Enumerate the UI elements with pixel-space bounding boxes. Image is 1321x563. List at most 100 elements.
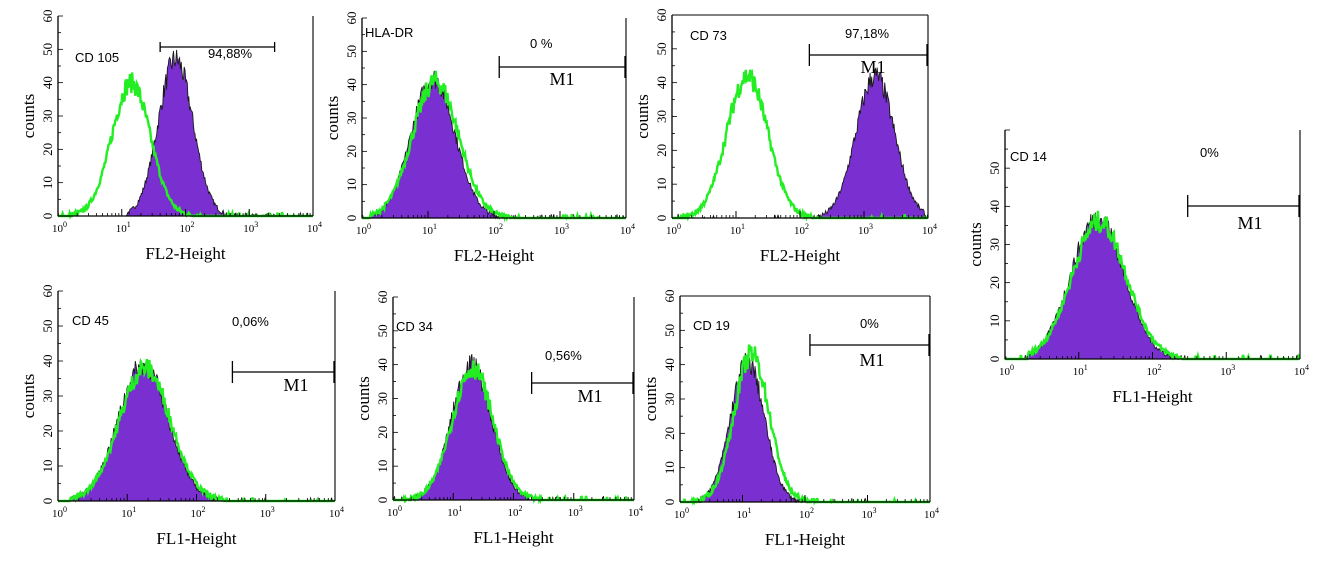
gate-marker bbox=[498, 56, 626, 78]
x-tick-label: 101 bbox=[1073, 363, 1088, 378]
y-tick-label: 40 bbox=[40, 355, 55, 368]
x-tick-label: 104 bbox=[628, 504, 643, 519]
gated-percent: 0 % bbox=[530, 36, 553, 51]
x-axis-label: FL1-Height bbox=[1112, 387, 1193, 406]
y-tick-label: 0 bbox=[344, 215, 359, 222]
x-tick-label: 101 bbox=[422, 222, 437, 237]
x-tick-label: 101 bbox=[737, 506, 752, 521]
x-tick-label: 102 bbox=[1147, 363, 1162, 378]
y-tick-label: 0 bbox=[40, 213, 55, 220]
y-tick-label: 40 bbox=[654, 76, 669, 89]
y-tick-label: 20 bbox=[40, 425, 55, 438]
y-tick-label: 20 bbox=[40, 143, 55, 156]
x-tick-label: 104 bbox=[307, 220, 322, 235]
gated-percent: 0,56% bbox=[545, 348, 582, 363]
gate-label: M1 bbox=[859, 350, 884, 370]
y-tick-label: 0 bbox=[40, 498, 55, 505]
gated-percent: 0% bbox=[1200, 145, 1219, 160]
stained-histogram bbox=[393, 354, 634, 502]
y-axis-label: counts bbox=[633, 94, 652, 138]
y-tick-label: 50 bbox=[662, 324, 677, 337]
y-tick-label: 60 bbox=[344, 12, 359, 25]
gate-label: M1 bbox=[1237, 213, 1262, 233]
gate-label: M1 bbox=[577, 386, 602, 406]
histogram-panel-1: 100 101 102 103 104 0 10 20 30 40 50 60 FL2-Height co… bbox=[19, 10, 322, 264]
gate-label: M1 bbox=[549, 69, 574, 89]
y-tick-label: 10 bbox=[40, 176, 55, 189]
marker-label: CD 34 bbox=[396, 319, 433, 334]
marker-label: CD 73 bbox=[690, 28, 727, 43]
histogram-panel-6: 100 101 102 103 104 0 10 20 30 40 50 60 FL1-Height co… bbox=[354, 291, 643, 548]
isotype-control-histogram bbox=[680, 344, 930, 506]
y-tick-label: 60 bbox=[40, 285, 55, 298]
histogram-panel-7: 100 101 102 103 104 0 10 20 30 40 50 60 FL1-Height co… bbox=[641, 290, 939, 550]
gated-percent: 94,88% bbox=[208, 46, 253, 61]
y-axis-label: counts bbox=[354, 376, 373, 420]
histogram-panel-5: 100 101 102 103 104 0 10 20 30 40 50 60 FL1-Height co… bbox=[19, 285, 344, 549]
x-tick-label: 102 bbox=[488, 222, 503, 237]
marker-label: CD 105 bbox=[75, 50, 119, 65]
gate-marker bbox=[530, 372, 634, 394]
y-tick-label: 40 bbox=[375, 358, 390, 371]
gate-marker bbox=[809, 334, 930, 356]
y-tick-label: 20 bbox=[662, 427, 677, 440]
x-tick-label: 101 bbox=[447, 504, 462, 519]
y-tick-label: 10 bbox=[654, 178, 669, 191]
y-tick-label: 50 bbox=[375, 324, 390, 337]
marker-label: CD 45 bbox=[72, 313, 109, 328]
x-tick-label: 100 bbox=[674, 506, 689, 521]
y-tick-label: 20 bbox=[654, 144, 669, 157]
isotype-control-histogram bbox=[1005, 210, 1301, 361]
y-tick-label: 60 bbox=[654, 9, 669, 22]
gated-percent: 0,06% bbox=[232, 314, 269, 329]
y-tick-label: 20 bbox=[344, 145, 359, 158]
x-tick-label: 101 bbox=[116, 220, 131, 235]
histogram-panel-4: 100 101 102 103 104 0 10 20 30 40 50 FL1-Height coun… bbox=[966, 129, 1309, 406]
x-axis-label: FL1-Height bbox=[765, 530, 846, 549]
x-tick-label: 100 bbox=[999, 363, 1014, 378]
y-tick-label: 40 bbox=[662, 358, 677, 371]
x-tick-label: 102 bbox=[799, 506, 814, 521]
x-tick-label: 104 bbox=[922, 222, 937, 237]
x-axis-label: FL1-Height bbox=[156, 529, 237, 548]
x-axis-label: FL2-Height bbox=[145, 244, 226, 263]
y-tick-label: 50 bbox=[654, 42, 669, 55]
y-axis-label: counts bbox=[323, 96, 342, 140]
x-axis-label: FL2-Height bbox=[760, 246, 841, 265]
x-tick-label: 100 bbox=[666, 222, 681, 237]
x-tick-label: 104 bbox=[1294, 363, 1309, 378]
x-tick-label: 100 bbox=[356, 222, 371, 237]
x-tick-label: 104 bbox=[329, 505, 344, 520]
marker-label: CD 14 bbox=[1010, 149, 1047, 164]
gate-label: M1 bbox=[283, 375, 308, 395]
y-tick-label: 30 bbox=[40, 110, 55, 123]
x-tick-label: 104 bbox=[620, 222, 635, 237]
x-tick-label: 100 bbox=[52, 505, 67, 520]
y-tick-label: 40 bbox=[344, 78, 359, 91]
x-tick-label: 103 bbox=[568, 504, 583, 519]
marker-label: CD 19 bbox=[693, 318, 730, 333]
y-tick-label: 30 bbox=[662, 393, 677, 406]
y-axis-label: counts bbox=[966, 222, 985, 266]
y-axis-label: counts bbox=[19, 94, 38, 138]
y-tick-label: 0 bbox=[987, 356, 1002, 363]
histogram-panel-2: 100 101 102 103 104 0 10 20 30 40 50 60 FL2-Height co… bbox=[323, 12, 635, 266]
x-tick-label: 101 bbox=[730, 222, 745, 237]
isotype-control-histogram bbox=[393, 360, 634, 505]
y-tick-label: 20 bbox=[375, 426, 390, 439]
gated-percent: 0% bbox=[860, 316, 879, 331]
x-tick-label: 103 bbox=[243, 220, 258, 235]
stained-histogram bbox=[361, 70, 626, 220]
x-tick-label: 102 bbox=[191, 505, 206, 520]
marker-label: HLA-DR bbox=[365, 25, 413, 40]
y-tick-label: 50 bbox=[40, 43, 55, 56]
histogram-panel-3: 100 101 102 103 104 0 10 20 30 40 50 60 FL2-Height co… bbox=[633, 9, 937, 266]
y-tick-label: 40 bbox=[987, 200, 1002, 213]
stained-histogram bbox=[672, 67, 929, 219]
y-tick-label: 60 bbox=[375, 291, 390, 304]
gate-label: M1 bbox=[860, 57, 885, 77]
y-tick-label: 30 bbox=[344, 112, 359, 125]
gated-percent: 97,18% bbox=[845, 26, 890, 41]
y-tick-label: 30 bbox=[40, 390, 55, 403]
